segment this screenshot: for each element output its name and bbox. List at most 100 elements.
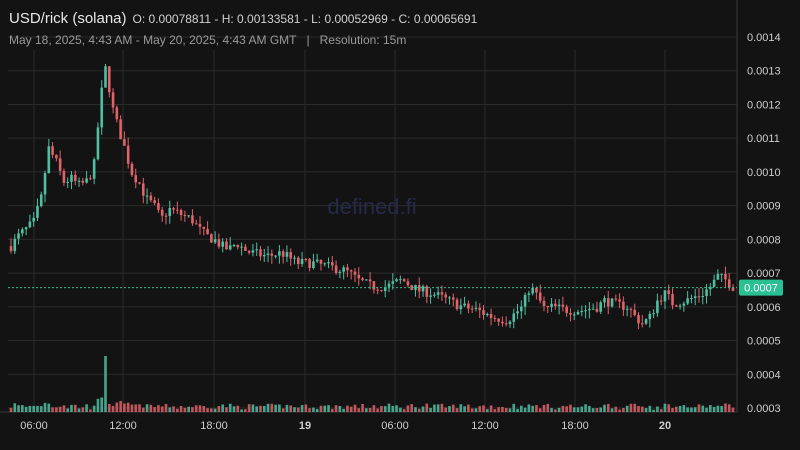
y-tick-label: 0.0008: [747, 234, 781, 246]
volume-bar: [349, 406, 353, 412]
y-tick-label: 0.0003: [747, 403, 781, 415]
candle-body: [217, 239, 221, 247]
volume-bar: [697, 404, 701, 412]
candle-body: [293, 257, 296, 259]
volume-bar: [652, 409, 655, 412]
candle-body: [47, 146, 51, 174]
candle-body: [206, 228, 209, 235]
volume-bar: [656, 406, 659, 412]
volume-bar: [221, 404, 224, 412]
volume-bar: [557, 407, 561, 412]
candle-body: [361, 278, 364, 281]
candle-body: [436, 292, 440, 295]
candle-body: [576, 312, 580, 315]
candle-body: [380, 290, 383, 292]
volume-bar: [606, 403, 610, 412]
volume-bar: [327, 405, 330, 412]
volume-bar: [565, 406, 568, 412]
volume-bar: [353, 404, 357, 412]
volume-bar: [663, 403, 667, 412]
resolution-label: Resolution: 15m: [319, 33, 407, 47]
volume-bar: [85, 404, 88, 412]
candle-body: [244, 246, 247, 251]
volume-bar: [62, 405, 66, 412]
candle-body: [338, 271, 342, 274]
volume-bar: [455, 408, 459, 412]
candle-body: [281, 251, 285, 257]
volume-bar: [618, 409, 621, 412]
volume-bar: [123, 403, 126, 412]
volume-bar: [308, 408, 311, 412]
volume-bar: [130, 404, 134, 412]
candle-body: [36, 206, 39, 218]
candle-body: [24, 227, 28, 230]
candle-body: [633, 309, 637, 316]
volume-bar: [51, 407, 54, 412]
candle-body: [637, 315, 640, 324]
candle-body: [119, 119, 122, 140]
volume-bar: [682, 405, 686, 412]
candle-body: [17, 233, 20, 239]
candle-body: [724, 273, 727, 280]
volume-bar: [115, 402, 119, 412]
volume-bar: [554, 409, 557, 412]
candle-body: [247, 250, 251, 253]
candle-body: [727, 279, 731, 288]
candle-body: [43, 173, 47, 195]
candle-body: [565, 306, 568, 314]
volume-bar: [304, 404, 308, 412]
candle-body: [9, 246, 13, 252]
volume-bar: [569, 404, 572, 412]
volume-bar: [149, 404, 153, 412]
volume-bar: [160, 406, 164, 412]
candle-body: [270, 253, 274, 256]
volume-bar: [516, 408, 519, 412]
volume-bar: [637, 406, 640, 412]
volume-bar: [331, 408, 334, 412]
candle-body: [656, 300, 659, 314]
candle-body: [690, 298, 693, 300]
candle-body: [667, 290, 671, 294]
y-tick-label: 0.0005: [747, 336, 781, 348]
volume-bar: [312, 407, 315, 412]
candle-body: [686, 298, 689, 304]
candle-body: [123, 139, 126, 146]
x-tick-label: 18:00: [561, 420, 589, 432]
volume-bar: [546, 403, 550, 412]
volume-bar: [520, 405, 523, 412]
candle-body: [440, 292, 444, 295]
candle-body: [142, 183, 145, 196]
volume-bar: [402, 409, 406, 412]
volume-bar: [202, 406, 206, 412]
candle-body: [474, 307, 478, 309]
candle-body: [572, 314, 576, 316]
candle-body: [595, 308, 599, 312]
volume-bar: [421, 406, 425, 412]
volume-bar: [531, 405, 534, 412]
candle-body: [130, 163, 134, 176]
volume-bar: [731, 407, 735, 412]
volume-bar: [588, 405, 591, 412]
candle-body: [406, 281, 410, 286]
candle-body: [365, 279, 368, 281]
candle-body: [569, 313, 572, 315]
x-tick-label: 06:00: [381, 420, 409, 432]
watermark: defined.fi: [327, 194, 416, 219]
volume-bar: [686, 407, 689, 412]
volume-bar: [217, 405, 221, 412]
volume-bar: [55, 407, 58, 412]
volume-bar: [705, 407, 708, 412]
volume-bar: [77, 408, 81, 412]
volume-bar: [179, 405, 183, 412]
ohlc-values: O: 0.00078811 - H: 0.00133581 - L: 0.000…: [132, 12, 478, 26]
candle-body: [470, 308, 474, 310]
volume-bar: [504, 408, 508, 412]
candle-body: [104, 66, 107, 88]
candle-body: [372, 281, 376, 290]
candle-body: [603, 298, 606, 303]
candle-body: [289, 252, 293, 259]
candle-body: [546, 306, 550, 308]
volume-bar: [444, 407, 448, 412]
